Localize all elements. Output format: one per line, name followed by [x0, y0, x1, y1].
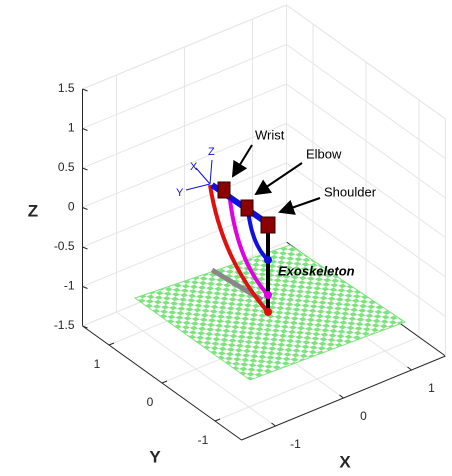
- z-axis-label: Z: [28, 201, 38, 220]
- y-tick-label: 1: [94, 357, 101, 371]
- frame-label: Z: [208, 146, 215, 158]
- exoskeleton-scene: X Z Y Wrist Elbow Shoulder Exoskeleton: [135, 127, 405, 380]
- z-tick-label: -1.5: [54, 318, 75, 332]
- tick-mark: [215, 419, 220, 421]
- tick-mark: [340, 395, 344, 398]
- z-tick-label: 0: [68, 200, 75, 214]
- z-tick-label: 1.5: [58, 81, 75, 95]
- frame-axis: [210, 160, 212, 184]
- tick-mark: [83, 129, 88, 131]
- tick-mark: [109, 343, 114, 345]
- annotation: Shoulder: [324, 184, 377, 199]
- shoulder-joint: [261, 217, 275, 233]
- x-tick-label: 1: [428, 381, 435, 395]
- annotation: Wrist: [255, 127, 285, 142]
- frame-label: Y: [176, 187, 184, 199]
- tick-mark: [408, 367, 412, 370]
- z-tick-label: -1: [64, 279, 75, 293]
- x-tick-label: -1: [290, 437, 301, 451]
- x-tick-label: 0: [360, 409, 367, 423]
- z-tick-label: -0.5: [54, 239, 75, 253]
- wrist-joint: [218, 182, 230, 198]
- joint-dot: [264, 256, 272, 264]
- tick-mark: [83, 208, 88, 210]
- elbow-joint: [241, 200, 253, 216]
- frame-axis: [196, 168, 210, 184]
- tick-mark: [272, 423, 276, 426]
- chart: X Z Y Wrist Elbow Shoulder Exoskeleton Z…: [0, 0, 452, 476]
- annotation: Exoskeleton: [278, 263, 355, 278]
- frame-axis: [186, 184, 210, 190]
- joint-dot: [264, 308, 272, 316]
- arrow: [256, 163, 302, 194]
- y-tick-label: -1: [198, 433, 209, 447]
- y-tick-label: 0: [147, 395, 154, 409]
- annotation: Elbow: [306, 146, 342, 161]
- frame-label: X: [190, 161, 198, 173]
- x-axis-label: X: [339, 452, 351, 471]
- arrow: [233, 145, 252, 176]
- tick-mark: [162, 381, 167, 383]
- tick-mark: [83, 168, 88, 170]
- tick-mark: [83, 89, 88, 91]
- z-tick-label: 1: [68, 121, 75, 135]
- joint-dot: [264, 291, 272, 299]
- y-axis-label: Y: [149, 447, 161, 466]
- z-tick-label: 0.5: [58, 160, 75, 174]
- tick-mark: [83, 287, 88, 289]
- tick-mark: [83, 247, 88, 249]
